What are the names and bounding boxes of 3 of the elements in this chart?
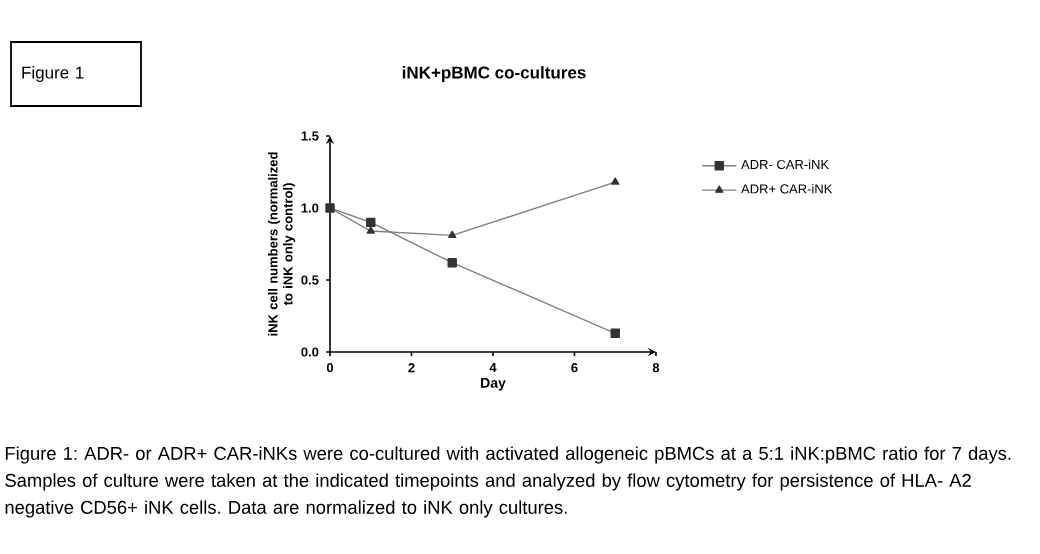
- caption: Figure 1: [22, 66, 84, 82]
- caption: Figure 1: ADR- or ADR+ CAR-iNKs were co-cultured with activated allogeneic pBMCs at a 5:1 iNK:pBMC ratio for 7 days. Samples of culture were taken at the indicated timepoints and analyzed by flow cytometry for persistence of HLA- A2 negative CD56+ iNK cells. Data are normalized to iNK only cultures.: [5, 446, 1011, 518]
- chart-title: iNK+pBMC co-cultures: [402, 66, 586, 82]
